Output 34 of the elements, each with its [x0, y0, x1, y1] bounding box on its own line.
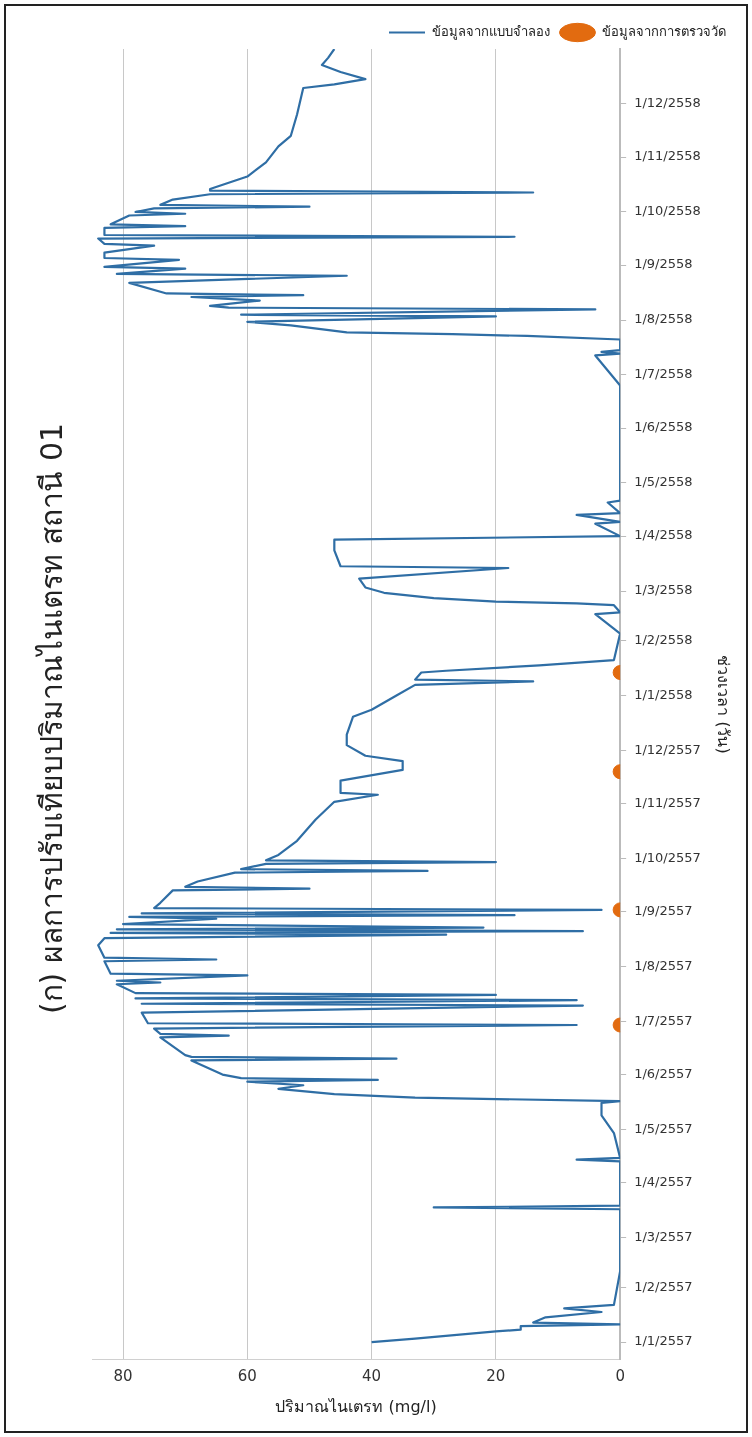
text: (ก) ผลการปรับเทียบปริมาณไนเตรท สถานี 01	[33, 422, 69, 1015]
y-axis-title: ช่วงเวลา (วัน)	[714, 655, 734, 754]
y-tick-label: 1/2/2557	[634, 1278, 693, 1294]
y-tick-label: 1/4/2557	[634, 1174, 693, 1190]
x-tick-label: 60	[237, 1366, 257, 1385]
x-tick-label: 80	[113, 1366, 133, 1385]
y-tick-label: 1/5/2558	[634, 474, 693, 490]
y-tick-label: 1/8/2558	[634, 311, 693, 327]
y-tick-label: 1/10/2558	[634, 203, 701, 219]
y-tick-label: 1/6/2558	[634, 419, 693, 435]
y-tick-label: 1/9/2557	[634, 903, 693, 919]
x-tick-label: 40	[362, 1366, 382, 1385]
y-tick-label: 1/9/2558	[634, 256, 693, 272]
y-tick-label: 1/4/2558	[634, 527, 693, 543]
x-axis-title: ปริมาณไนเตรท (mg/l)	[275, 1396, 437, 1416]
y-tick-label: 1/5/2557	[634, 1120, 693, 1136]
y-tick-label: 1/11/2557	[634, 794, 701, 810]
y-tick-label: 1/12/2557	[634, 741, 701, 757]
legend-label: ข้อมูลจากแบบจำลอง	[431, 23, 550, 40]
y-tick-label: 1/11/2558	[634, 148, 701, 164]
y-tick-label: 1/3/2557	[634, 1228, 693, 1244]
y-tick-label: 1/7/2558	[634, 366, 693, 382]
y-tick-label: 1/3/2558	[634, 582, 693, 598]
legend-label: ข้อมูลจากการตรวจวัด	[602, 23, 726, 40]
y-tick-label: 1/1/2557	[634, 1333, 693, 1349]
y-tick-label: 1/7/2557	[634, 1012, 693, 1028]
y-tick-label: 1/8/2557	[634, 957, 693, 973]
y-tick-label: 1/6/2557	[634, 1065, 693, 1081]
y-tick-label: 1/10/2557	[634, 849, 701, 865]
y-tick-label: 1/2/2558	[634, 632, 693, 648]
y-tick-label: 1/1/2558	[634, 686, 693, 702]
x-tick-label: 20	[486, 1366, 506, 1385]
y-tick-label: 1/12/2558	[634, 95, 701, 111]
x-tick-label: 0	[615, 1366, 625, 1385]
